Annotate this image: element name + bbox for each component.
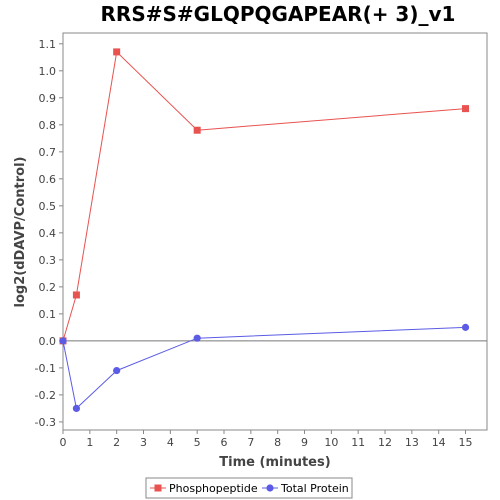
- plot-area: [62, 32, 488, 431]
- legend-marker: [266, 484, 274, 492]
- y-tick-label: 0.6: [39, 173, 57, 186]
- x-tick-label: 7: [247, 436, 254, 449]
- y-tick-label: 0.0: [39, 335, 57, 348]
- y-tick-label: -0.2: [35, 389, 56, 402]
- y-tick-label: 0.4: [39, 227, 57, 240]
- data-point: [462, 105, 470, 113]
- x-tick-label: 9: [301, 436, 308, 449]
- legend-label: Phosphopeptide: [169, 482, 258, 495]
- y-tick-label: 1.1: [39, 38, 57, 51]
- legend-label: Total Protein: [280, 482, 349, 495]
- x-tick-label: 11: [351, 436, 365, 449]
- y-tick-label: 0.8: [39, 119, 57, 132]
- x-tick-label: 4: [167, 436, 174, 449]
- data-point: [113, 48, 121, 56]
- x-tick-label: 8: [274, 436, 281, 449]
- data-point: [113, 366, 121, 375]
- x-axis-label: Time (minutes): [219, 455, 330, 470]
- x-tick-label: 14: [432, 436, 446, 449]
- y-tick-label: 1.0: [39, 65, 57, 78]
- x-tick-label: 3: [140, 436, 147, 449]
- series-group: [59, 48, 470, 412]
- y-tick-label: 0.7: [39, 146, 57, 159]
- x-tick-label: 15: [459, 436, 473, 449]
- series-total-protein: [59, 323, 470, 412]
- y-tick-label: -0.1: [35, 362, 56, 375]
- data-point: [193, 126, 201, 134]
- legend-item: Phosphopeptide: [150, 482, 258, 495]
- legend-marker: [154, 484, 162, 492]
- legend-box: [145, 477, 353, 499]
- y-tick-label: 0.1: [39, 308, 57, 321]
- legend: Phosphopeptide Total Protein: [145, 477, 353, 499]
- y-tick-label: 0.5: [39, 200, 57, 213]
- x-tick-label: 2: [113, 436, 120, 449]
- x-tick-label: 13: [405, 436, 419, 449]
- data-point: [461, 323, 470, 331]
- y-tick-label: 0.2: [39, 281, 57, 294]
- x-tick-label: 5: [194, 436, 201, 449]
- chart-title: RRS#S#GLQPQGAPEAR(+ 3)_v1: [101, 2, 456, 26]
- y-tick-label: 0.9: [39, 92, 57, 105]
- x-tick-label: 12: [378, 436, 392, 449]
- x-tick-label: 6: [221, 436, 228, 449]
- x-axis: 0 1 2 3 4 5 6 7 8 9 10 11 12 13 14 15: [60, 430, 473, 449]
- data-point: [193, 334, 201, 342]
- x-tick-label: 0: [60, 436, 67, 449]
- y-axis-label: log2(dDAVP/Control): [13, 157, 28, 308]
- data-point: [59, 337, 67, 345]
- legend-item: Total Protein: [262, 482, 349, 495]
- data-point: [72, 291, 80, 299]
- x-tick-label: 10: [324, 436, 338, 449]
- y-tick-label: 0.3: [39, 254, 57, 267]
- data-point: [72, 404, 81, 412]
- y-tick-label: -0.3: [35, 416, 56, 429]
- y-axis: -0.3 -0.2 -0.1 0.0 0.1 0.2 0.3 0.4 0.5 0.6 0.7 0.8 0…: [35, 38, 63, 429]
- x-tick-label: 1: [86, 436, 93, 449]
